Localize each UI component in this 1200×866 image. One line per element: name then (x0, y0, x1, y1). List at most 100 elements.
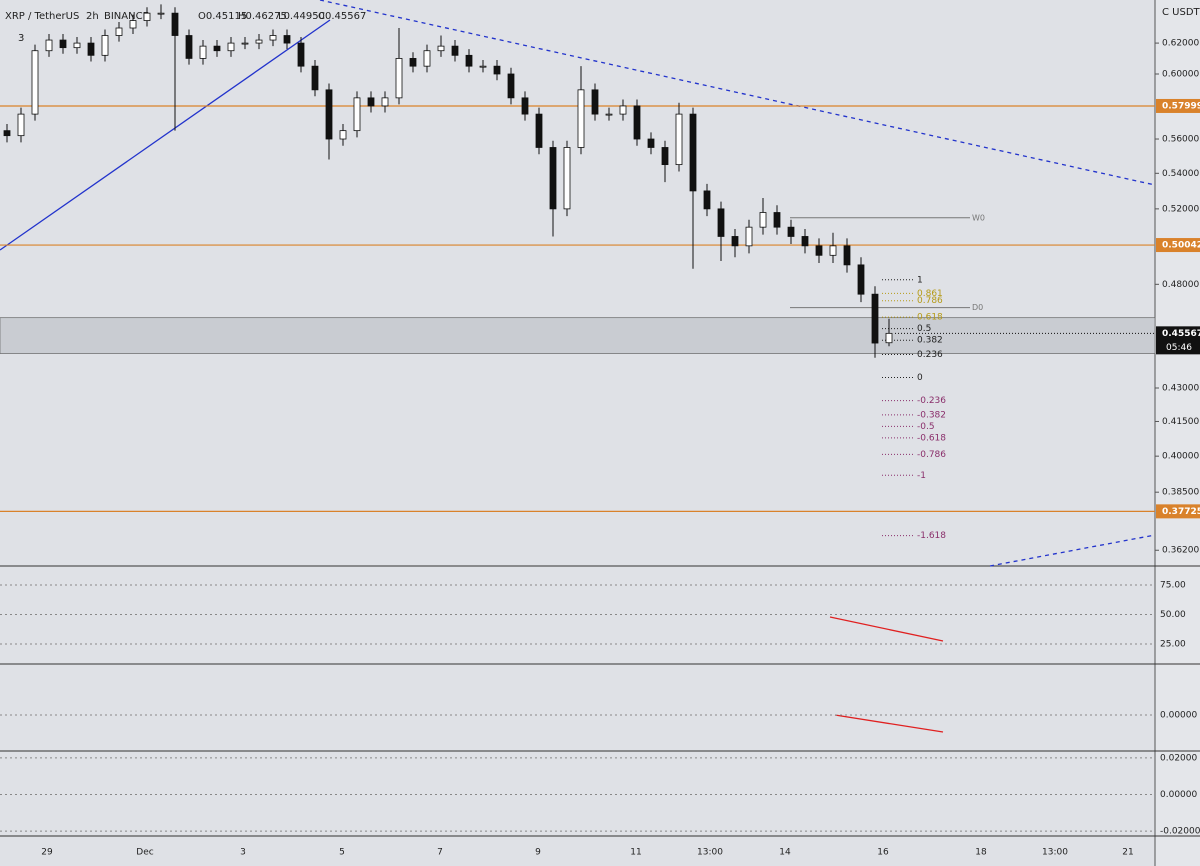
candle-body (479, 65, 487, 68)
fib-label: -0.236 (917, 396, 946, 406)
divergence-line (834, 714, 944, 733)
candle-body (563, 147, 571, 210)
interval: 2h (86, 11, 99, 22)
y-tick-label: 0.38500 (1162, 488, 1199, 498)
studies-count[interactable]: 3 (18, 33, 24, 44)
candle-body (815, 245, 823, 256)
x-tick-label: 3 (240, 848, 246, 858)
candle-body (115, 27, 123, 36)
candle-body (409, 58, 417, 67)
open: O0.45115 (198, 11, 247, 22)
x-tick-label: 29 (41, 848, 53, 858)
candle-body (661, 147, 669, 166)
candle-body (745, 226, 753, 247)
fib-label: 0.236 (917, 350, 943, 360)
candle-body (731, 236, 739, 247)
fib-label: -1 (917, 471, 926, 481)
candle-body (843, 245, 851, 266)
x-tick-label: Dec (136, 848, 153, 858)
x-tick-label: 9 (535, 848, 541, 858)
y-tick-label: 0.60000 (1162, 69, 1199, 79)
candle-body (255, 39, 263, 44)
candle-body (647, 138, 655, 148)
countdown: 05:46 (1166, 343, 1192, 353)
candle-body (213, 45, 221, 52)
close: C0.45567 (318, 11, 366, 22)
candle-body (619, 105, 627, 115)
divergence-line (829, 616, 944, 642)
pane-tick-label: -0.02000 (1160, 827, 1200, 837)
y-tick-label: 0.41500 (1162, 417, 1199, 427)
x-tick-label: 5 (339, 848, 345, 858)
x-tick-label: 11 (630, 848, 641, 858)
fib-label: -0.618 (917, 433, 946, 443)
level-label: 0.50042 (1162, 241, 1200, 251)
fib-label: 1 (917, 275, 923, 285)
symbol: XRP / TetherUS (5, 11, 79, 22)
candle-body (437, 45, 445, 52)
y-tick-label: 0.56000 (1162, 135, 1199, 145)
fib-label: 0.5 (917, 324, 931, 334)
candle-body (633, 105, 641, 140)
level-label: 0.57999 (1162, 101, 1200, 111)
currency: C USDT (1162, 7, 1200, 18)
candle-body (591, 89, 599, 115)
candle-body (87, 42, 95, 56)
candle-body (773, 212, 781, 228)
y-tick-label: 0.48000 (1162, 280, 1199, 290)
x-tick-label: 13:00 (697, 848, 723, 858)
candle-body (535, 113, 543, 148)
level-label: 0.37725 (1162, 507, 1200, 517)
candle-body (521, 97, 529, 115)
candle-body (829, 245, 837, 256)
candle-body (381, 97, 389, 107)
candle-body (493, 65, 501, 75)
pane-tick-label: 0.00000 (1160, 711, 1197, 721)
level-tag (1156, 238, 1200, 253)
candle-body (717, 208, 725, 237)
y-tick-label: 0.36200 (1162, 546, 1199, 556)
candle-body (451, 45, 459, 56)
pane-tick-label: 0.00000 (1160, 790, 1197, 800)
candle-body (17, 113, 25, 137)
candle-body (101, 35, 109, 56)
candle-body (283, 35, 291, 44)
level-tag (1156, 504, 1200, 519)
pane-tick-label: 25.00 (1160, 640, 1186, 650)
candle-body (801, 236, 809, 247)
candle-body (59, 39, 67, 49)
y-tick-label: 0.43000 (1162, 383, 1199, 393)
fib-label: -0.5 (917, 422, 935, 432)
x-tick-label: 18 (975, 848, 987, 858)
candle-body (157, 12, 165, 15)
candle-body (787, 226, 795, 237)
candle-body (549, 147, 557, 210)
x-tick-label: 16 (877, 848, 889, 858)
x-tick-label: 7 (437, 848, 443, 858)
last-price-tag (1156, 326, 1200, 355)
y-tick-label: 0.52000 (1162, 204, 1199, 214)
plot-bg (0, 0, 1155, 836)
candle-body (297, 42, 305, 67)
candle-body (185, 35, 193, 59)
price-axis-bg (1155, 0, 1200, 866)
candle-body (871, 293, 879, 344)
trendline (0, 19, 331, 251)
fib-label: 0.382 (917, 336, 943, 346)
candle-body (367, 97, 375, 107)
candle-body (353, 97, 361, 132)
y-tick-label: 0.40000 (1162, 452, 1199, 462)
candle-body (171, 12, 179, 36)
x-tick-label: 21 (1122, 848, 1133, 858)
candle-body (73, 42, 81, 49)
high: H0.46275 (238, 11, 287, 22)
last-price-label: 0.45567 (1162, 329, 1200, 339)
candle-body (857, 264, 865, 295)
fib-label: 0.861 (917, 289, 943, 299)
fib-label: -1.618 (917, 531, 946, 541)
fib-label: -0.382 (917, 410, 946, 420)
candle-body (129, 20, 137, 29)
candle-body (3, 130, 11, 137)
fib-label: 0.786 (917, 296, 943, 306)
pane-tick-label: 75.00 (1160, 581, 1186, 591)
